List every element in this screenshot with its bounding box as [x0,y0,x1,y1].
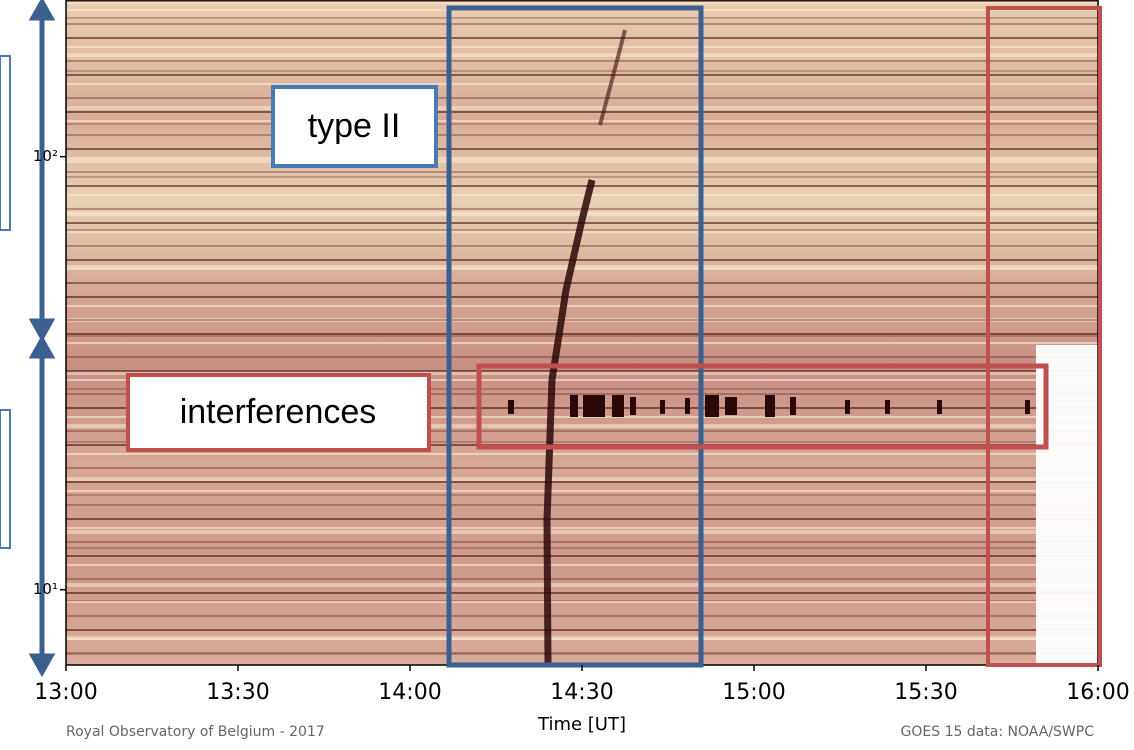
burst-trace [543,179,596,666]
x-tick-label: 16:00 [1066,680,1129,705]
credit: GOES 15 data: NOAA/SWPC [901,724,1095,740]
x-tick-label: 14:00 [378,680,441,705]
spectrogram-image [66,0,1098,665]
highlight-box [476,363,1049,450]
side-box [0,55,11,231]
burst-trace [598,29,627,126]
x-tick-label: 15:00 [722,680,785,705]
y-tick-label: 10¹ [33,580,58,598]
annotation-label: type II [308,107,401,145]
side-box [0,409,11,549]
credit: Royal Observatory of Belgium - 2017 [66,724,325,740]
annotation-box [126,373,431,452]
x-tick-label: 13:00 [34,680,97,705]
annotation-label: interferences [180,393,377,431]
interference-blips [508,395,1030,417]
highlight-box [986,6,1102,667]
annotation-box [271,85,438,168]
x-axis-label: Time [UT] [537,714,626,735]
x-tick-label: 15:30 [894,680,957,705]
highlight-box [446,5,704,668]
y-tick-label: 10² [33,147,58,165]
plot-frame [65,0,1099,666]
x-tick-label: 13:30 [206,680,269,705]
x-tick-label: 14:30 [550,680,613,705]
range-arrows [28,0,56,678]
